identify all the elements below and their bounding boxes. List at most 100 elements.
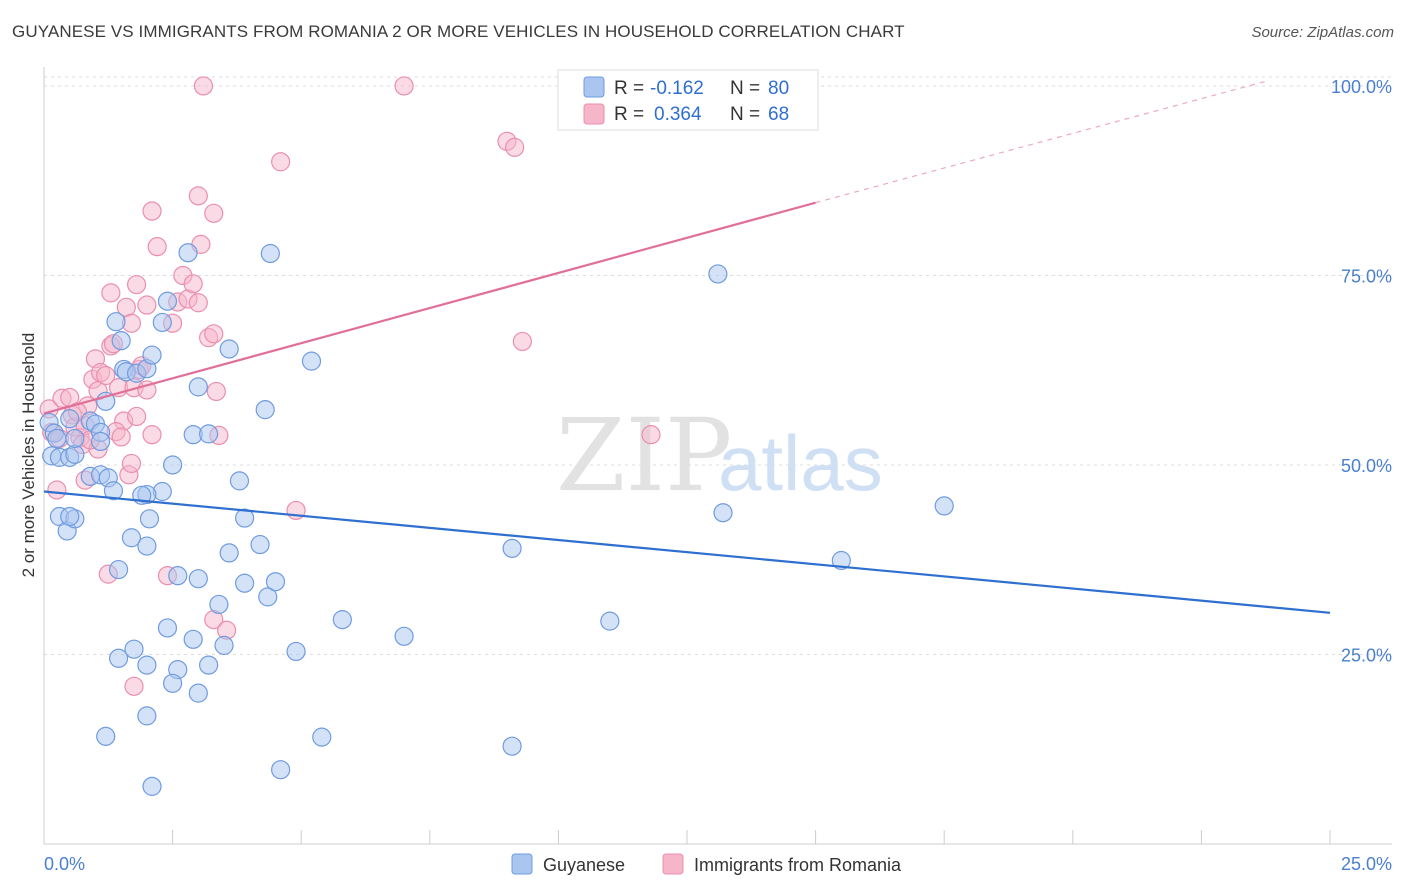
bottom-legend-romania: Immigrants from Romania: [694, 855, 902, 875]
data-point: [111, 427, 131, 447]
data-point: [60, 506, 80, 527]
data-point: [250, 534, 270, 555]
x-ticks: [43, 830, 1331, 844]
data-point: [163, 673, 183, 693]
y-tick-label: 100.0%: [1331, 77, 1392, 97]
data-point: [394, 76, 414, 96]
data-point: [271, 760, 291, 780]
y-tick-labels: 25.0% 50.0% 75.0% 100.0%: [1331, 77, 1392, 666]
gridlines: [44, 76, 1392, 655]
legend-swatch-guyanese: [583, 76, 605, 98]
data-point: [65, 444, 85, 464]
data-point: [142, 425, 162, 445]
data-point: [204, 324, 224, 344]
data-point: [137, 536, 157, 556]
data-point: [96, 726, 116, 746]
y-tick-label: 25.0%: [1341, 645, 1392, 665]
bottom-legend-guyanese: Guyanese: [543, 855, 625, 875]
data-point: [394, 626, 414, 646]
correlation-legend: R = -0.162 N = 80 R = 0.364 N = 68: [557, 69, 819, 131]
watermark-atlas: atlas: [718, 419, 883, 507]
data-point: [641, 425, 661, 445]
data-point: [65, 428, 85, 449]
data-point: [255, 400, 275, 420]
data-point: [121, 453, 142, 474]
data-point: [188, 186, 208, 206]
y-tick-label: 75.0%: [1341, 266, 1392, 286]
data-point: [163, 455, 183, 475]
data-point: [206, 381, 226, 402]
data-point: [147, 237, 167, 257]
data-point: [219, 339, 239, 359]
legend-r-label-2: R =: [614, 104, 644, 125]
data-point: [126, 406, 147, 427]
data-point: [124, 639, 144, 659]
data-point: [152, 481, 172, 502]
x-tick-label-min: 0.0%: [44, 854, 85, 874]
legend-n-label-1: N =: [730, 78, 760, 99]
series-romania-points: [39, 76, 661, 696]
data-point: [271, 152, 291, 172]
data-point: [286, 641, 306, 662]
data-point: [178, 243, 198, 263]
data-point: [312, 727, 332, 747]
x-tick-label-max: 25.0%: [1341, 854, 1392, 874]
data-point: [600, 611, 620, 631]
data-point: [332, 610, 352, 630]
data-point: [713, 503, 733, 523]
data-point: [214, 635, 234, 655]
data-point: [139, 509, 160, 529]
data-point: [106, 312, 126, 332]
data-point: [137, 655, 157, 675]
data-point: [137, 295, 157, 315]
data-point: [193, 76, 214, 96]
trend-line-romania: [43, 201, 816, 415]
watermark-zip: ZIP: [556, 397, 732, 514]
data-point: [47, 428, 67, 449]
data-point: [124, 676, 144, 696]
data-point: [502, 538, 522, 558]
legend-n-label-2: N =: [730, 104, 760, 125]
data-point: [142, 345, 162, 365]
data-point: [90, 431, 111, 452]
data-point: [142, 201, 162, 221]
legend-n-value-2: 68: [768, 104, 789, 125]
data-point: [219, 543, 239, 563]
data-point: [152, 312, 172, 333]
data-point: [199, 424, 219, 444]
data-point: [168, 566, 188, 586]
data-point: [60, 409, 80, 429]
data-point: [142, 776, 162, 796]
legend-r-label-1: R =: [614, 78, 644, 99]
data-point: [505, 137, 525, 157]
data-point: [111, 331, 131, 351]
data-point: [188, 293, 208, 313]
data-point: [108, 648, 129, 668]
series-legend: Guyanese Immigrants from Romania: [511, 853, 902, 875]
source-label: Source: ZipAtlas.com: [1251, 24, 1394, 41]
data-point: [235, 508, 255, 528]
data-point: [502, 736, 522, 756]
trend-line-romania-extension: [815, 80, 1269, 204]
legend-r-value-1: -0.162: [650, 78, 704, 99]
data-point: [708, 264, 728, 284]
data-point: [108, 559, 129, 580]
data-point: [103, 481, 124, 501]
legend-swatch-romania: [583, 103, 605, 125]
data-point: [183, 629, 203, 649]
data-point: [157, 618, 178, 638]
data-point: [101, 283, 121, 303]
data-point: [301, 351, 322, 371]
data-point: [47, 480, 67, 500]
trend-line-guyanese: [43, 490, 1331, 614]
data-point: [209, 594, 229, 615]
data-point: [126, 274, 147, 295]
data-point: [183, 274, 203, 294]
y-tick-label: 50.0%: [1341, 456, 1392, 476]
data-point: [188, 569, 208, 589]
legend-n-value-1: 80: [768, 78, 789, 99]
data-point: [137, 706, 157, 726]
data-point: [235, 573, 255, 593]
bottom-legend-swatch-guyanese: [511, 853, 533, 875]
